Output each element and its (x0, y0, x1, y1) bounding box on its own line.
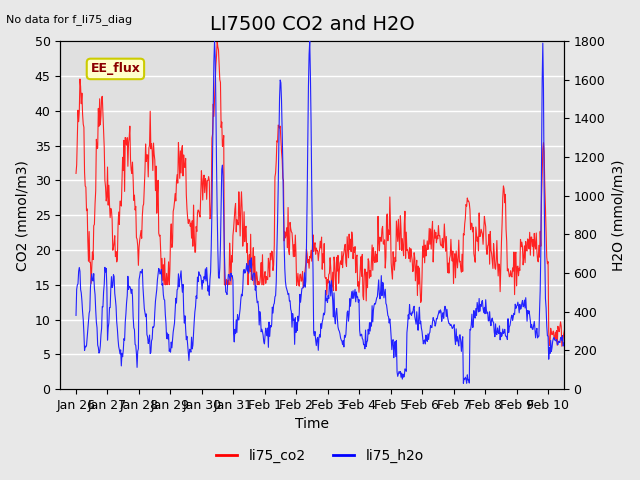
Legend: li75_co2, li75_h2o: li75_co2, li75_h2o (211, 443, 429, 468)
Text: EE_flux: EE_flux (90, 62, 140, 75)
Y-axis label: CO2 (mmol/m3): CO2 (mmol/m3) (15, 160, 29, 271)
X-axis label: Time: Time (295, 418, 329, 432)
Text: No data for f_li75_diag: No data for f_li75_diag (6, 14, 132, 25)
Y-axis label: H2O (mmol/m3): H2O (mmol/m3) (611, 159, 625, 271)
Title: LI7500 CO2 and H2O: LI7500 CO2 and H2O (210, 15, 415, 34)
